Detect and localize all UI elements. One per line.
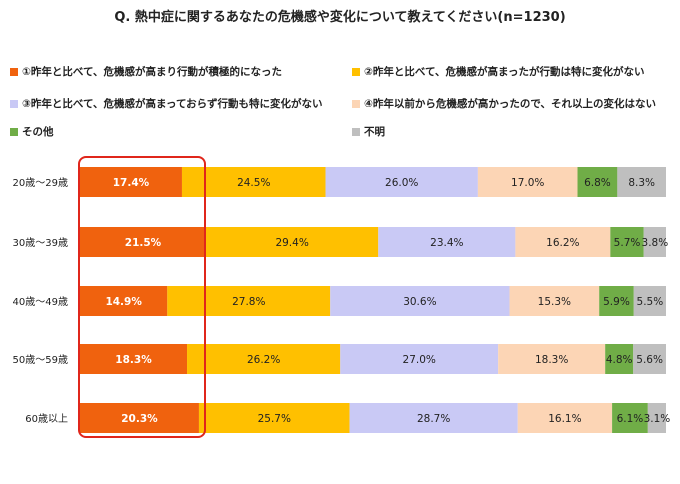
bar-segment (477, 167, 578, 197)
legend-swatch-4 (352, 99, 360, 108)
bar-segment (617, 167, 666, 197)
legend-swatch-2 (352, 67, 360, 76)
legend-swatch-5 (10, 127, 18, 136)
data-label: 16.2% (546, 237, 579, 249)
legend-label-1: ①昨年と比べて、危機感が高まり行動が積極的になった (22, 66, 282, 78)
data-label: 5.7% (614, 237, 641, 249)
data-label: 5.9% (603, 296, 630, 308)
data-label: 23.4% (430, 237, 463, 249)
data-label: 17.4% (113, 177, 150, 189)
bar-segment (80, 227, 206, 257)
bar-segment (378, 227, 516, 257)
data-label: 5.6% (636, 354, 663, 366)
row-label: 50歳～59歳 (13, 354, 68, 366)
legend-label-3: ③昨年と比べて、危機感が高まっておらず行動も特に変化がない (22, 98, 323, 110)
data-label: 28.7% (417, 413, 450, 425)
data-label: 14.9% (105, 296, 142, 308)
bar-segment (80, 286, 168, 316)
bar-segment (612, 403, 648, 433)
data-label: 25.7% (258, 413, 291, 425)
bar-segment (80, 344, 188, 374)
data-label: 8.3% (628, 177, 655, 189)
data-label: 18.3% (115, 354, 152, 366)
data-label: 26.0% (385, 177, 418, 189)
chart-title: Q. 熱中症に関するあなたの危機感や変化について教えてください(n=1230) (114, 10, 566, 25)
data-label: 27.0% (403, 354, 436, 366)
legend-item-series-3: ③昨年と比べて、危機感が高まっておらず行動も特に変化がない (10, 96, 322, 111)
data-label: 17.0% (511, 177, 544, 189)
bar-segment (330, 286, 510, 316)
bar-segment (577, 167, 618, 197)
bar-segment (167, 286, 331, 316)
bar-segment (509, 286, 600, 316)
legend-swatch-3 (10, 99, 18, 108)
bar-segment (205, 227, 379, 257)
legend-swatch-1 (10, 67, 18, 76)
legend-swatch-6 (352, 127, 360, 136)
data-label: 27.8% (232, 296, 265, 308)
data-label: 29.4% (275, 237, 308, 249)
bar-segment (633, 286, 666, 316)
legend-label-4: ④昨年以前から危機感が高かったので、それ以上の変化はない (364, 98, 656, 110)
data-label: 20.3% (121, 413, 158, 425)
legend-label-6: 不明 (364, 126, 385, 138)
row-label: 40歳～49歳 (13, 296, 68, 308)
highlight-frame (78, 156, 206, 438)
data-label: 3.8% (642, 237, 669, 249)
row-label: 20歳～29歳 (13, 177, 68, 189)
bar-segment (633, 344, 666, 374)
row-label: 30歳～39歳 (13, 237, 68, 249)
legend-item-series-2: ②昨年と比べて、危機感が高まったが行動は特に変化がない (352, 64, 645, 79)
bar-segment (599, 286, 634, 316)
bar-segment (515, 227, 611, 257)
legend-label-5: その他 (22, 126, 54, 138)
data-label: 4.8% (606, 354, 633, 366)
legend-item-series-1: ①昨年と比べて、危機感が高まり行動が積極的になった (10, 64, 282, 79)
legend-item-series-4: ④昨年以前から危機感が高かったので、それ以上の変化はない (352, 96, 656, 111)
data-label: 15.3% (538, 296, 571, 308)
bar-segment (325, 167, 478, 197)
data-label: 6.1% (617, 413, 644, 425)
bar-segment (517, 403, 613, 433)
bar-segment (198, 403, 350, 433)
bar-segment (187, 344, 341, 374)
data-label: 24.5% (237, 177, 270, 189)
bar-segment (605, 344, 634, 374)
data-label: 3.1% (644, 413, 671, 425)
data-label: 21.5% (125, 237, 162, 249)
data-label: 30.6% (403, 296, 436, 308)
data-label: 26.2% (247, 354, 280, 366)
data-label: 16.1% (548, 413, 581, 425)
legend-item-series-5: その他 (10, 124, 54, 139)
bar-segment (80, 403, 199, 433)
data-label: 18.3% (535, 354, 568, 366)
bar-segment (340, 344, 499, 374)
row-label: 60歳以上 (25, 413, 68, 425)
bar-segment (610, 227, 644, 257)
bar-segment (498, 344, 606, 374)
bar-segment (349, 403, 518, 433)
data-label: 6.8% (584, 177, 611, 189)
bar-segment (647, 403, 666, 433)
legend-item-series-6: 不明 (352, 124, 385, 139)
data-label: 5.5% (637, 296, 664, 308)
legend-label-2: ②昨年と比べて、危機感が高まったが行動は特に変化がない (364, 66, 645, 78)
bar-segment (643, 227, 666, 257)
bar-segment (80, 167, 182, 197)
